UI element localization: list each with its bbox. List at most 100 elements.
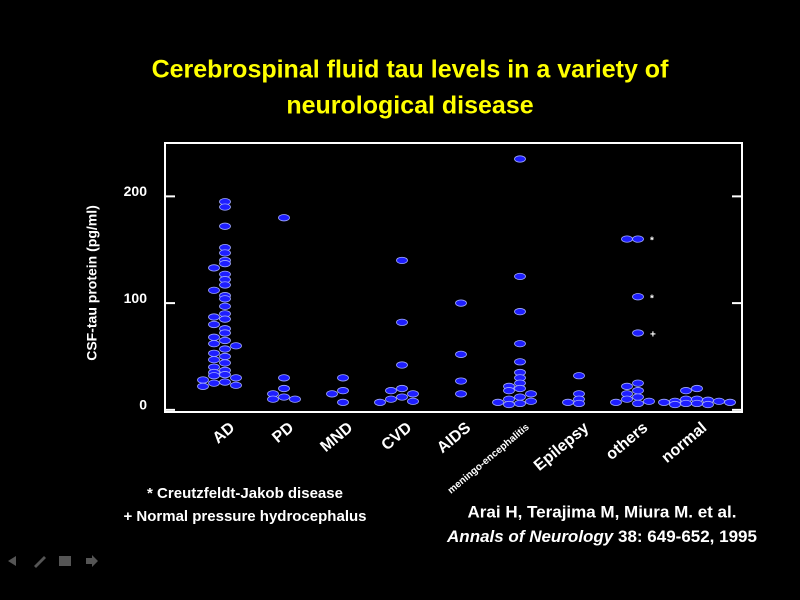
data-point bbox=[219, 315, 231, 323]
data-point bbox=[278, 393, 290, 401]
data-point bbox=[289, 395, 301, 403]
data-point bbox=[278, 384, 290, 393]
point-note: * bbox=[650, 236, 654, 247]
data-point bbox=[573, 372, 585, 380]
citation-details: 38: 649-652, 1995 bbox=[618, 527, 757, 546]
data-point bbox=[208, 372, 220, 380]
data-point bbox=[337, 398, 349, 406]
data-point bbox=[503, 387, 515, 395]
data-point bbox=[337, 387, 349, 395]
point-note: * bbox=[650, 293, 654, 304]
data-point bbox=[632, 379, 644, 387]
data-point bbox=[455, 390, 467, 398]
data-point bbox=[208, 320, 220, 329]
data-point bbox=[230, 342, 242, 350]
nav-icons bbox=[8, 555, 98, 568]
data-point bbox=[680, 387, 692, 395]
data-point bbox=[219, 222, 231, 230]
data-point bbox=[680, 399, 692, 408]
data-point bbox=[219, 281, 231, 289]
data-point bbox=[219, 260, 231, 268]
data-point bbox=[385, 395, 397, 403]
data-point bbox=[219, 359, 231, 367]
y-tick-label: 100 bbox=[124, 290, 148, 306]
data-point bbox=[455, 299, 467, 307]
data-point bbox=[713, 397, 725, 405]
data-point bbox=[396, 318, 408, 326]
data-point bbox=[658, 398, 670, 406]
point-note: + bbox=[650, 330, 656, 341]
data-point bbox=[691, 399, 703, 408]
data-point bbox=[573, 399, 585, 408]
data-point bbox=[208, 313, 220, 321]
data-point bbox=[219, 336, 231, 345]
data-point bbox=[208, 379, 220, 387]
data-point bbox=[219, 302, 231, 310]
data-point bbox=[514, 384, 526, 393]
data-point bbox=[396, 393, 408, 401]
data-point bbox=[525, 390, 537, 398]
data-point bbox=[197, 376, 209, 384]
plot-frame bbox=[164, 142, 743, 413]
footnote: + Normal pressure hydrocephalus bbox=[123, 508, 366, 525]
data-point bbox=[219, 249, 231, 257]
data-point bbox=[208, 286, 220, 294]
data-point bbox=[621, 382, 633, 390]
data-point bbox=[197, 382, 209, 390]
data-point bbox=[632, 329, 644, 337]
data-point bbox=[503, 400, 515, 409]
data-point bbox=[407, 397, 419, 405]
data-point bbox=[219, 371, 231, 379]
data-point bbox=[337, 374, 349, 382]
y-tick-label: 0 bbox=[139, 397, 147, 413]
data-point bbox=[230, 381, 242, 389]
data-point bbox=[208, 349, 220, 357]
data-point bbox=[632, 235, 644, 243]
data-point bbox=[455, 350, 467, 358]
data-point bbox=[326, 390, 338, 398]
footnote: * Creutzfeldt-Jakob disease bbox=[147, 485, 343, 502]
data-point bbox=[278, 214, 290, 222]
data-point bbox=[208, 356, 220, 364]
data-point bbox=[562, 398, 574, 406]
data-point bbox=[208, 340, 220, 348]
data-point bbox=[621, 235, 633, 243]
nav-prev[interactable] bbox=[8, 556, 16, 566]
data-point bbox=[219, 329, 231, 337]
citation-authors: Arai H, Terajima M, Miura M. et al. bbox=[468, 502, 737, 521]
data-point bbox=[514, 272, 526, 281]
data-point bbox=[702, 400, 714, 409]
data-point bbox=[230, 374, 242, 382]
data-point bbox=[514, 340, 526, 348]
data-point bbox=[514, 399, 526, 408]
citation-journal: Annals of Neurology bbox=[446, 527, 615, 546]
data-point bbox=[691, 384, 703, 393]
data-point bbox=[396, 361, 408, 369]
data-point bbox=[492, 398, 504, 406]
data-point bbox=[514, 393, 526, 401]
data-point bbox=[407, 390, 419, 398]
data-point bbox=[621, 395, 633, 403]
data-point bbox=[219, 295, 231, 303]
data-point bbox=[219, 352, 231, 361]
data-point bbox=[455, 377, 467, 385]
data-point bbox=[267, 395, 279, 403]
data-point bbox=[385, 387, 397, 395]
nav-pen[interactable] bbox=[34, 556, 46, 568]
y-tick-label: 200 bbox=[124, 183, 148, 199]
data-point bbox=[525, 397, 537, 405]
nav-next[interactable] bbox=[86, 555, 98, 567]
data-point bbox=[396, 256, 408, 265]
data-point bbox=[208, 264, 220, 272]
y-axis-label: CSF-tau protein (pg/ml) bbox=[84, 205, 100, 361]
title-line: Cerebrospinal fluid tau levels in a vari… bbox=[152, 56, 669, 84]
citation-source: Annals of Neurology 38: 649-652, 1995 bbox=[446, 527, 757, 546]
title-line: neurological disease bbox=[286, 92, 533, 120]
data-point bbox=[208, 333, 220, 341]
data-point bbox=[219, 378, 231, 386]
data-point bbox=[610, 398, 622, 406]
nav-menu[interactable] bbox=[59, 556, 71, 566]
